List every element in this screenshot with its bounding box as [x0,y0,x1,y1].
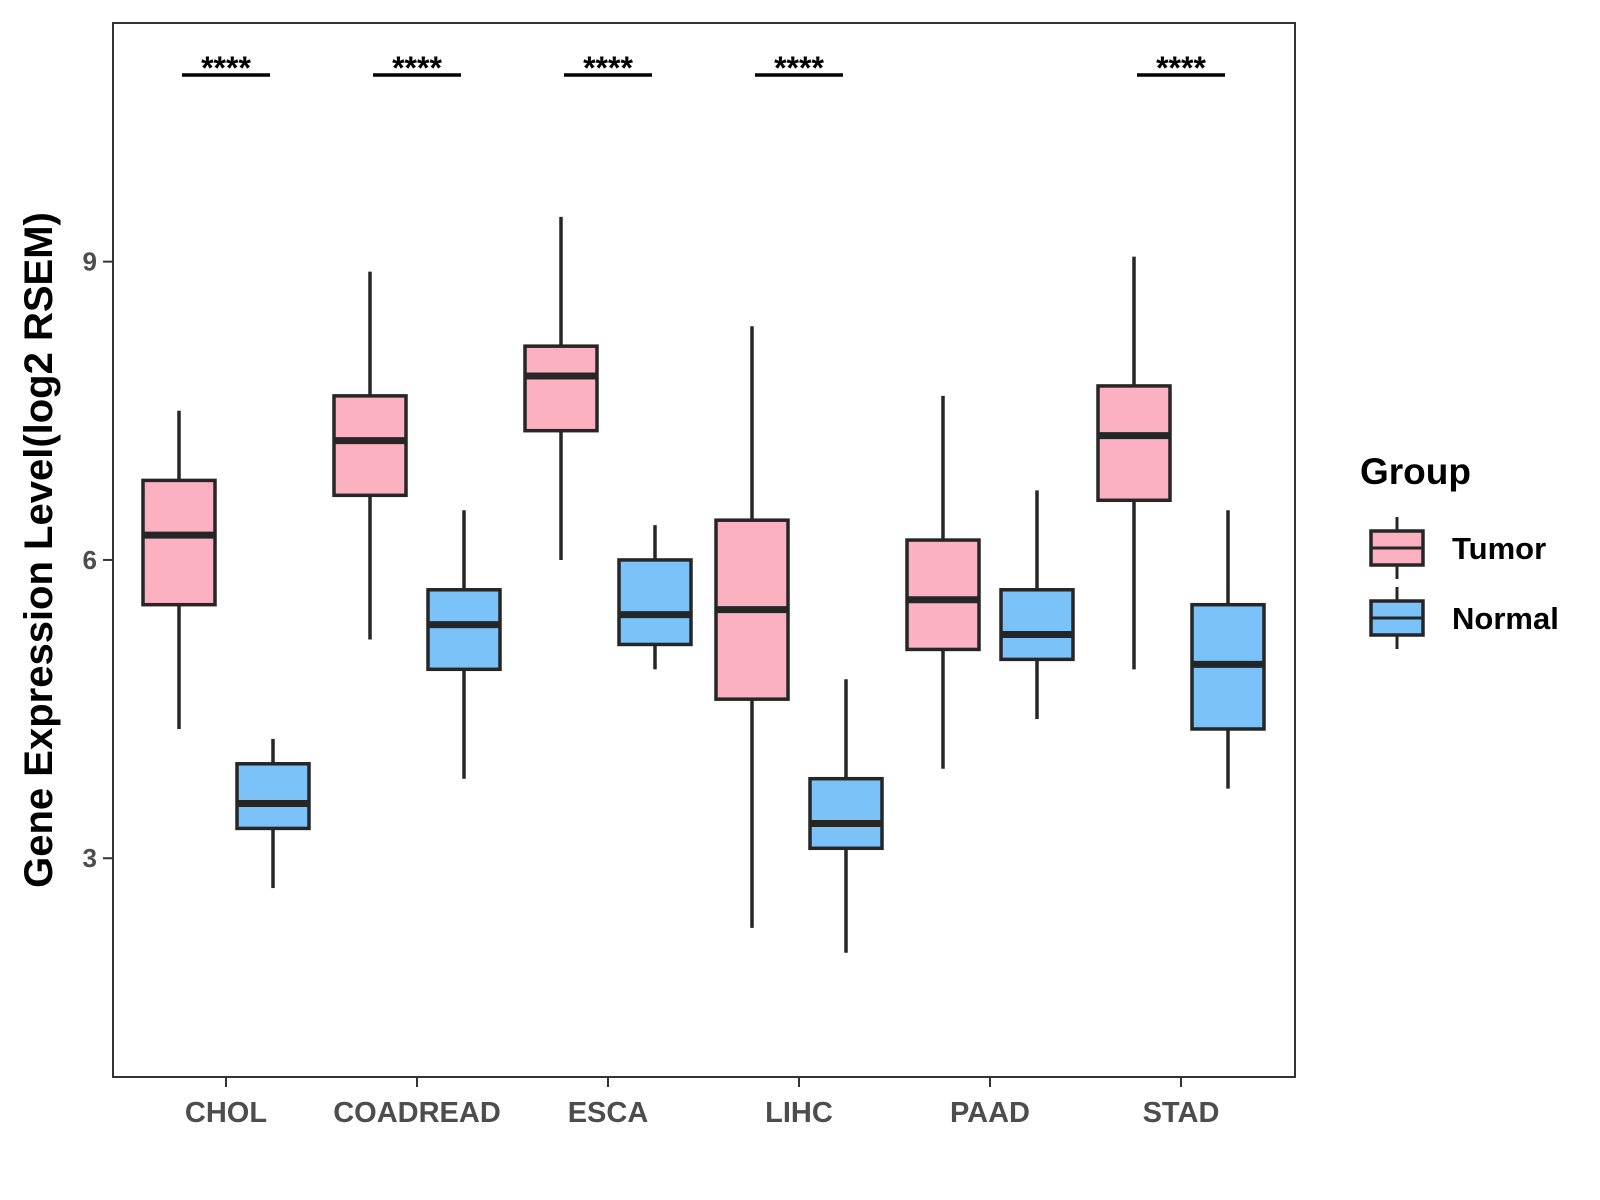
x-tick-label-esca: ESCA [568,1097,649,1129]
box-normal-esca [617,525,693,670]
axes: 3 6 9 CHOL COADREAD ESCA LIHC PAAD STAD [83,247,1220,1129]
box-iqr [141,478,217,607]
x-tick-label-stad: STAD [1143,1097,1220,1129]
x-tick-label-coadread: COADREAD [333,1097,501,1129]
significance-label-esca: **** [583,50,633,86]
box-tumor-stad [1096,256,1172,670]
significance-label-lihc: **** [774,50,824,86]
box-iqr [808,776,884,851]
legend: Group Tumor Normal [1360,451,1559,649]
legend-item-tumor: Tumor [1369,517,1546,579]
box-tumor-esca [523,216,599,560]
box-normal-lihc [808,679,884,953]
box-iqr [523,344,599,433]
legend-label-normal: Normal [1452,601,1559,636]
y-tick-label: 6 [83,545,97,575]
box-tumor-coadread [332,271,408,640]
box-normal-chol [235,738,311,889]
box-tumor-lihc [714,326,790,928]
box-iqr [332,394,408,498]
box-iqr [617,558,693,647]
box-normal-coadread [426,510,502,779]
legend-label-tumor: Tumor [1452,531,1546,566]
y-tick-label: 3 [83,843,97,873]
x-tick-label-chol: CHOL [185,1097,267,1129]
significance-label-chol: **** [201,50,251,86]
plot-border [112,22,1296,1078]
box-iqr [235,762,311,831]
box-tumor-chol [141,410,217,729]
box-iqr [905,538,981,652]
box-iqr [999,588,1075,662]
box-tumor-paad [905,395,981,769]
box-normal-stad [1190,510,1266,789]
legend-title: Group [1360,451,1471,492]
y-tick-label: 9 [83,247,97,277]
box-iqr [426,588,502,672]
plot-area: **** **** **** **** **** [141,50,1266,953]
x-tick-label-lihc: LIHC [765,1097,833,1129]
box-normal-paad [999,490,1075,720]
significance-label-coadread: **** [392,50,442,86]
significance-label-stad: **** [1156,50,1206,86]
x-tick-label-paad: PAAD [950,1097,1030,1129]
y-axis-label: Gene Expression Level(log2 RSEM) [17,212,61,888]
legend-item-normal: Normal [1369,587,1559,649]
box-iqr [1096,384,1172,503]
